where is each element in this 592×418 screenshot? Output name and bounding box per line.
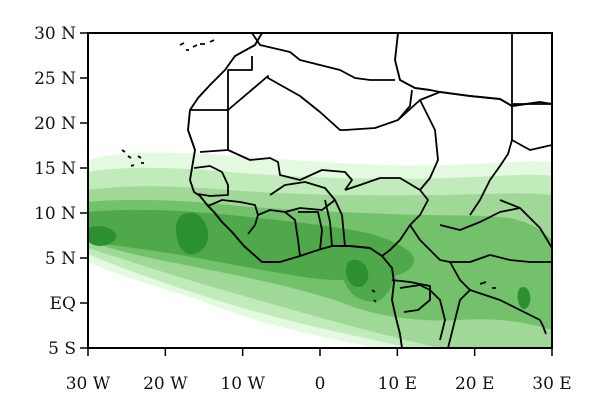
border-guinea: [207, 199, 259, 235]
lon-tick-label: 10 W: [220, 374, 265, 394]
border-congo: [399, 261, 471, 348]
canary-islands: [179, 39, 215, 51]
border-sudan-south: [499, 139, 552, 209]
border-togo-benin: [324, 199, 346, 247]
border-mali-niger: [227, 149, 353, 191]
latitude-axis: 30 N 25 N 20 N 15 N 10 N 5 N EQ 5 S: [34, 24, 88, 359]
border-ivory-coast: [257, 209, 301, 257]
lon-tick-label: 20 E: [455, 374, 494, 394]
border-western-sahara: [190, 56, 253, 111]
border-ghana: [298, 211, 323, 251]
map-borders: [121, 33, 552, 348]
lon-tick-label: 10 E: [378, 374, 417, 394]
lat-tick-label: 15 N: [34, 159, 76, 179]
lon-tick-label: 30 W: [66, 374, 111, 394]
longitude-axis: 30 W 20 W 10 W 0 10 E 20 E 30 E: [66, 348, 572, 394]
border-nigeria: [344, 177, 429, 257]
border-morocco-algeria: [251, 33, 395, 81]
lat-tick-label: 5 N: [45, 249, 76, 269]
lat-tick-label: 5 S: [48, 339, 76, 359]
border-gabon: [391, 279, 431, 313]
lat-tick-label: 20 N: [34, 114, 76, 134]
lon-tick-label: 30 E: [532, 374, 571, 394]
cape-verde-islands: [121, 149, 144, 167]
border-top-east: [511, 33, 552, 105]
border-car: [439, 207, 552, 249]
shading-level-5: [88, 209, 415, 302]
lon-tick-label: 20 W: [143, 374, 188, 394]
border-cameroon: [409, 224, 491, 263]
lat-tick-label: 30 N: [34, 24, 76, 44]
border-senegal: [193, 165, 229, 197]
border-chad-sudan: [469, 95, 513, 216]
lat-tick-label: 10 N: [34, 204, 76, 224]
border-burkina: [269, 181, 336, 213]
lat-tick-label: EQ: [50, 294, 76, 314]
border-drc: [469, 254, 552, 321]
lat-tick-label: 25 N: [34, 69, 76, 89]
gulf-islands: [371, 281, 547, 335]
coastline: [187, 33, 552, 348]
shading-level-6: [88, 212, 531, 310]
lon-tick-label: 0: [315, 374, 326, 394]
border-niger-chad: [397, 91, 441, 191]
